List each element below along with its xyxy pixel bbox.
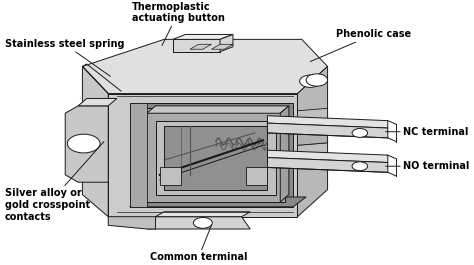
Polygon shape (298, 108, 328, 128)
Circle shape (300, 75, 321, 87)
Polygon shape (130, 103, 293, 207)
Polygon shape (108, 217, 155, 229)
Text: Common terminal: Common terminal (150, 225, 247, 262)
Circle shape (67, 134, 100, 153)
Polygon shape (82, 39, 328, 94)
Polygon shape (298, 67, 328, 217)
Polygon shape (82, 67, 108, 217)
Polygon shape (138, 108, 284, 202)
Circle shape (352, 162, 367, 171)
Polygon shape (267, 116, 388, 128)
Polygon shape (173, 34, 233, 39)
Polygon shape (211, 44, 233, 49)
Polygon shape (160, 167, 182, 185)
Polygon shape (220, 34, 233, 52)
Text: Silver alloy or
gold crosspoint
contacts: Silver alloy or gold crosspoint contacts (5, 142, 104, 222)
Polygon shape (108, 94, 298, 217)
Text: Phenolic case: Phenolic case (310, 29, 411, 61)
Polygon shape (267, 158, 388, 172)
Polygon shape (147, 217, 250, 229)
Polygon shape (173, 39, 220, 52)
Text: NO terminal: NO terminal (386, 161, 469, 171)
Polygon shape (78, 99, 117, 106)
Polygon shape (130, 103, 147, 207)
Polygon shape (246, 167, 267, 185)
Circle shape (193, 217, 212, 228)
Polygon shape (280, 106, 289, 202)
Polygon shape (267, 150, 388, 162)
Polygon shape (190, 44, 211, 49)
Text: NC terminal: NC terminal (386, 127, 468, 137)
Text: Stainless steel spring: Stainless steel spring (5, 39, 125, 76)
Polygon shape (65, 106, 108, 182)
Polygon shape (267, 123, 388, 138)
Polygon shape (298, 126, 328, 145)
Polygon shape (147, 106, 289, 113)
Circle shape (306, 74, 328, 86)
Circle shape (352, 129, 367, 137)
Polygon shape (298, 143, 328, 162)
Polygon shape (155, 212, 250, 217)
Polygon shape (164, 126, 267, 189)
Text: Thermoplastic
actuating button: Thermoplastic actuating button (132, 2, 225, 46)
Polygon shape (130, 197, 306, 207)
Polygon shape (155, 121, 276, 195)
